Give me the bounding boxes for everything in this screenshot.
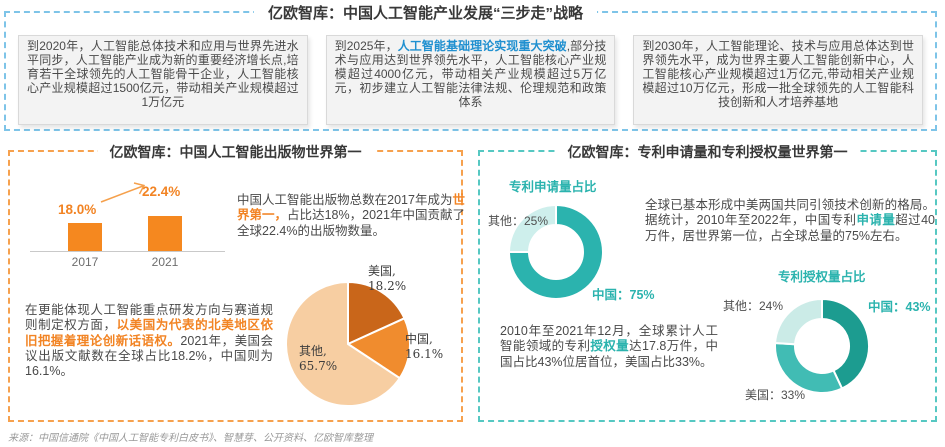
page-title: 亿欧智库：中国人工智能产业发展“三步走”战略 (254, 2, 598, 23)
patent-grants-donut-slice-中国 (821, 297, 870, 390)
bar-2021 (148, 215, 182, 252)
bar-axis (30, 251, 225, 252)
strategy-box-2020: 到2020年，人工智能总体技术和应用与世界先进水平同步，人工智能产业成为新的重要… (18, 35, 308, 125)
publications-bar-chart: 18.0% 22.4% 2017 2021 (30, 180, 225, 277)
patents-panel: 亿欧智库：专利申请量和专利授权量世界第一 专利申请量占比 其他：25% 中国：7… (478, 142, 937, 422)
pie-label-others: 其他, 65.7% (299, 344, 337, 374)
text-segment: 达17.8万件，中国占比43%位居首位，美国占比33%。 (500, 339, 718, 369)
publications-paragraph-bottom: 在更能体现人工智能重点研发方向与赛道规则制定权方面，以美国为代表的北美地区依旧把… (25, 303, 273, 379)
strategy-box-2025: 到2025年，人工智能基础理论实现重大突破,部分技术与应用达到世界领先水平，人工… (325, 35, 616, 125)
publications-panel: 亿欧智库：中国人工智能出版物世界第一 18.0% 22.4% 2017 2021… (8, 142, 465, 422)
patent-grants-donut-slice-其他 (774, 297, 823, 346)
patent-applications-donut-slice-中国 (507, 203, 604, 300)
bar-2017 (68, 222, 102, 252)
donut-label-usa-33: 美国：33% (745, 388, 806, 402)
text-segment: 占比达18%，2021年中国贡献了全球22.4%的出版物数量。 (237, 208, 465, 238)
pie-label-name: 美国, (368, 264, 396, 278)
strategy-boxes: 到2020年，人工智能总体技术和应用与世界先进水平同步，人工智能产业成为新的重要… (18, 35, 924, 125)
patents-paragraph-top: 全球已基本形成中美两国共同引领技术创新的格局。据统计，2010年至2022年，中… (645, 198, 935, 244)
bar-category-2017: 2017 (71, 255, 99, 269)
donut-label-china-75: 中国：75% (592, 288, 655, 302)
pie-label-value: 65.7% (299, 359, 338, 373)
text-highlight: 以美国为代表的北美地区依旧把握着理论创新话语权。 (25, 318, 273, 348)
patent-grants-donut-slice-美国 (774, 341, 844, 394)
patent-applications-donut-slice-其他 (507, 203, 557, 253)
patent-grants-title: 专利授权量占比 (778, 270, 866, 284)
publications-paragraph-top: 中国人工智能出版物总数在2017年成为世界第一，占比达18%，2021年中国贡献… (237, 193, 465, 239)
text-segment: 在更能体现人工智能重点研发方向与赛道规则制定权方面， (25, 303, 273, 333)
bar-category-2021: 2021 (151, 255, 179, 269)
box-text: 到2020年，人工智能总体技术和应用与世界先进水平同步，人工智能产业成为新的重要… (27, 39, 299, 109)
pie-label-name: 中国, (405, 332, 433, 346)
publications-pie-chart (285, 280, 411, 407)
text-highlight: 授权量 (590, 339, 630, 354)
donut-label-others-24: 其他：24% (723, 299, 784, 313)
text-segment: 全球已基本形成中美两国共同引领技术创新的格局。据统计，2010年至2022年，中… (645, 198, 935, 228)
text-highlight: 世界第一， (237, 193, 465, 223)
strategy-box-2030: 到2030年，人工智能理论、技术与应用总体达到世界领先水平，成为世界主要人工智能… (633, 35, 924, 125)
pie-label-value: 18.2% (368, 279, 407, 293)
publications-pie-chart-slice-其他 (285, 280, 402, 407)
text-highlight: 申请量 (856, 213, 896, 228)
patent-grants-donut (774, 297, 870, 394)
bar-value-label-2017: 18.0% (58, 202, 97, 217)
donut-label-china-43: 中国：43% (868, 300, 931, 314)
strategy-section: 亿欧智库：中国人工智能产业发展“三步走”战略 到2020年，人工智能总体技术和应… (4, 2, 937, 131)
patent-applications-donut (507, 203, 604, 300)
box-text: 到2025年， (334, 39, 398, 53)
source-note: 来源：中国信通院《中国人工智能专利白皮书》、智慧芽、公开资料、亿欧智库整理 (8, 433, 373, 444)
pie-label-name: 其他, (299, 344, 327, 358)
box-text: ,部分技术与应用达到世界领先水平，人工智能核心产业规模超过4000亿元，带动相关… (334, 39, 607, 109)
pie-label-value: 16.1% (405, 347, 444, 361)
publications-panel-title: 亿欧智库：中国人工智能出版物世界第一 (97, 142, 374, 162)
growth-arrow-icon (100, 182, 146, 203)
box-text: 到2030年，人工智能理论、技术与应用总体达到世界领先水平，成为世界主要人工智能… (642, 39, 915, 109)
publications-pie-chart-slice-中国 (345, 316, 411, 380)
box-highlight: 人工智能基础理论实现重大突破 (397, 39, 567, 53)
text-segment: 中国人工智能出版物总数在2017年成为 (237, 193, 453, 207)
publications-pie-chart-slice-美国 (347, 280, 406, 346)
donut-label-others-25: 其他：25% (488, 214, 549, 228)
bar-value-label-2021: 22.4% (142, 184, 181, 199)
patents-paragraph-bottom: 2010年至2021年12月，全球累计人工智能领域的专利授权量达17.8万件，中… (500, 324, 718, 370)
pie-label-usa: 美国, 18.2% (368, 264, 406, 294)
text-segment: 超过40万件，居世界第一位，占全球总量的75%左右。 (645, 213, 935, 243)
patents-panel-title: 亿欧智库：专利申请量和专利授权量世界第一 (555, 142, 860, 162)
text-segment: 2021年，美国会议出版文献数在全球占比18.2%，中国则为16.1%。 (25, 333, 273, 379)
patent-applications-title: 专利申请量占比 (509, 180, 597, 194)
pie-label-china: 中国, 16.1% (405, 332, 443, 362)
text-segment: 2010年至2021年12月，全球累计人工智能领域的专利 (500, 324, 718, 354)
publications-pie-block: 美国, 18.2% 中国, 16.1% 其他, 65.7% (263, 258, 463, 422)
